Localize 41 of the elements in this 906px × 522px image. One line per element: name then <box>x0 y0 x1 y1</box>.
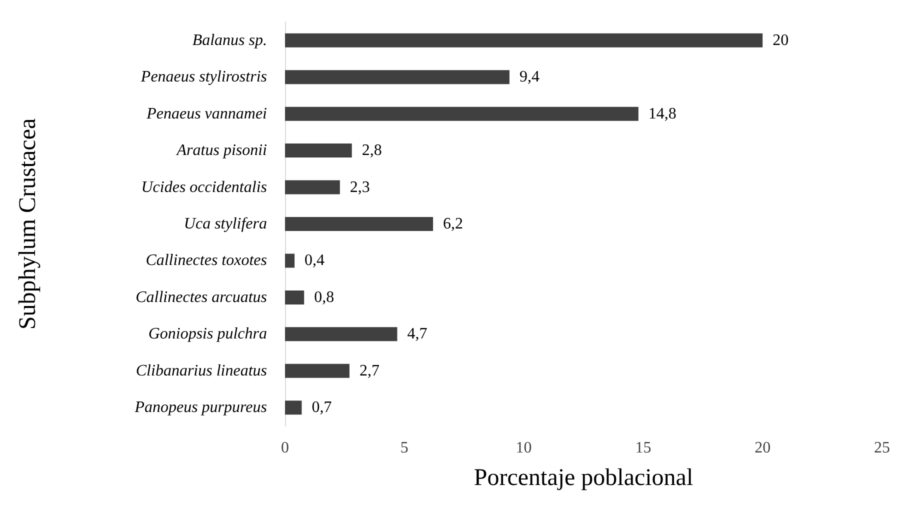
bar <box>285 290 304 304</box>
x-tick-label: 0 <box>281 440 289 456</box>
y-tick-label: Aratus pisonii <box>176 142 267 160</box>
y-tick-label: Callinectes arcuatus <box>136 288 267 306</box>
bar <box>285 144 352 158</box>
x-tick-label: 5 <box>400 440 408 456</box>
x-tick-label: 20 <box>754 440 771 456</box>
x-tick-label: 25 <box>874 440 890 456</box>
data-label: 2,7 <box>359 362 380 380</box>
y-tick-label: Clibanarius lineatus <box>136 362 267 380</box>
y-axis-title: Subphylum Crustacea <box>15 118 41 330</box>
bar <box>285 106 638 121</box>
data-label: 0,4 <box>304 252 325 270</box>
data-label: 9,4 <box>519 68 540 86</box>
y-tick-label: Panopeus purpureus <box>134 399 267 416</box>
data-label: 14,8 <box>648 105 676 122</box>
data-label: 6,2 <box>443 216 464 232</box>
x-axis-title: Porcentaje poblacional <box>474 465 694 491</box>
data-label: 4,7 <box>407 326 428 343</box>
y-tick-label: Goniopsis pulchra <box>148 326 267 343</box>
x-tick-label: 15 <box>635 440 652 456</box>
bar <box>285 70 510 84</box>
bar <box>285 180 340 194</box>
bar <box>285 400 302 415</box>
data-label: 2,3 <box>350 178 370 196</box>
bar <box>285 217 434 231</box>
bar <box>285 254 295 268</box>
y-tick-label: Ucides occidentalis <box>141 178 267 196</box>
y-tick-label: Balanus sp. <box>192 32 267 49</box>
y-tick-label: Uca stylifera <box>184 216 267 232</box>
data-label: 20 <box>772 32 789 49</box>
data-label: 0,7 <box>312 399 332 416</box>
y-tick-label: Penaeus vannamei <box>146 105 267 122</box>
data-label: 2,8 <box>362 142 382 160</box>
bar <box>285 327 398 342</box>
y-tick-label: Callinectes toxotes <box>146 252 267 270</box>
y-tick-label: Penaeus stylirostris <box>140 68 267 86</box>
data-label: 0,8 <box>314 288 334 306</box>
bar <box>285 364 350 378</box>
bar <box>285 33 763 48</box>
x-tick-label: 10 <box>516 440 532 456</box>
